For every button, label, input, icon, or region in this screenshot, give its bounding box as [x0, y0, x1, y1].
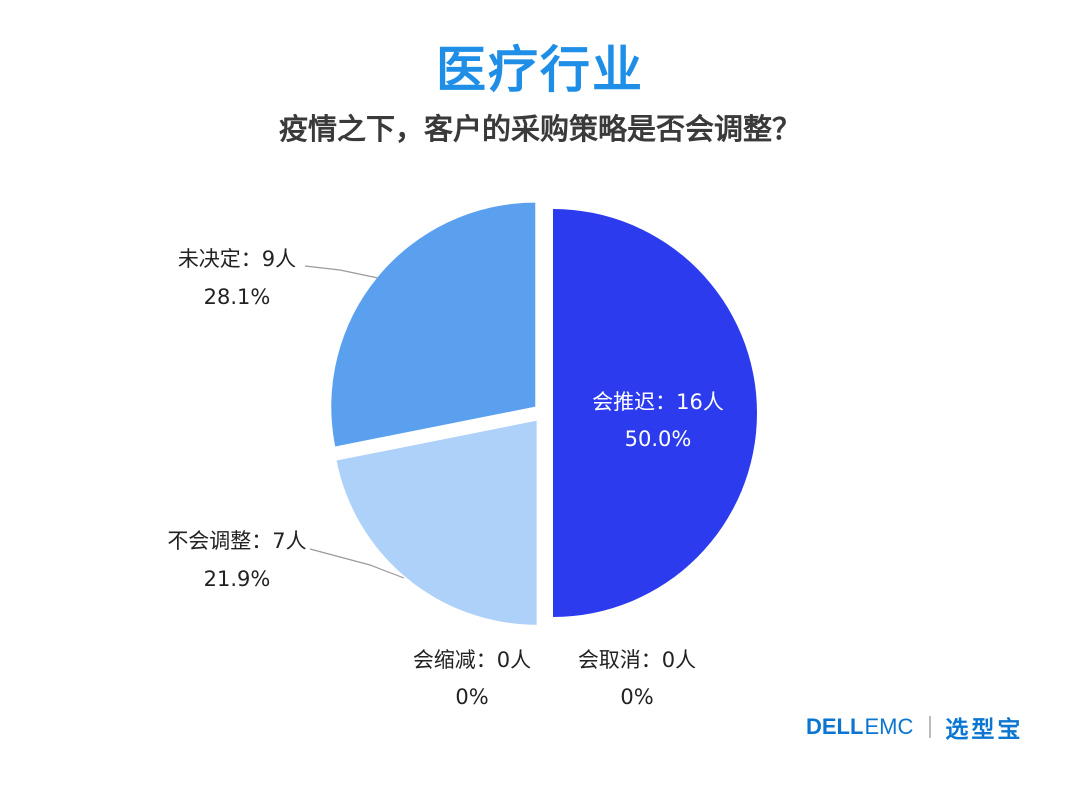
- logo-emc-text: EMC: [864, 714, 914, 739]
- pie-slices: [331, 202, 757, 625]
- logo-brand-text: 选型宝: [945, 717, 1024, 743]
- slice-percent-label: 0%: [620, 685, 653, 709]
- chart-title: 医疗行业: [436, 41, 644, 99]
- pie-slice: [331, 202, 536, 447]
- pie-leader-lines: [304, 265, 405, 579]
- pie-labels: 会推迟：16人 50.0% 会取消：0人 0% 会缩减：0人 0% 不会调整：7人 21.9%…: [167, 247, 724, 709]
- slice-percent-label: 28.1%: [204, 285, 271, 309]
- slice-percent-label: 21.9%: [204, 567, 271, 591]
- leader-line: [304, 265, 379, 279]
- slice-percent-label: 50.0%: [625, 427, 692, 451]
- logo-divider: [929, 716, 932, 738]
- leader-line: [309, 548, 405, 579]
- pie-slice: [553, 209, 757, 617]
- slice-label: 会取消：0人: [578, 648, 696, 672]
- slice-label: 会缩减：0人: [413, 648, 531, 672]
- slice-label: 会推迟：16人: [592, 390, 724, 414]
- logo-dell-text: DELL: [806, 714, 864, 739]
- chart-subtitle: 疫情之下，客户的采购策略是否会调整？: [278, 112, 801, 146]
- pie-slice: [336, 420, 537, 625]
- slice-label: 不会调整：7人: [167, 529, 306, 553]
- slice-label: 未决定：9人: [178, 247, 296, 271]
- dellemc-xuanxingbao-logo: DELL EMC 选型宝: [806, 712, 1024, 743]
- slice-percent-label: 0%: [455, 685, 488, 709]
